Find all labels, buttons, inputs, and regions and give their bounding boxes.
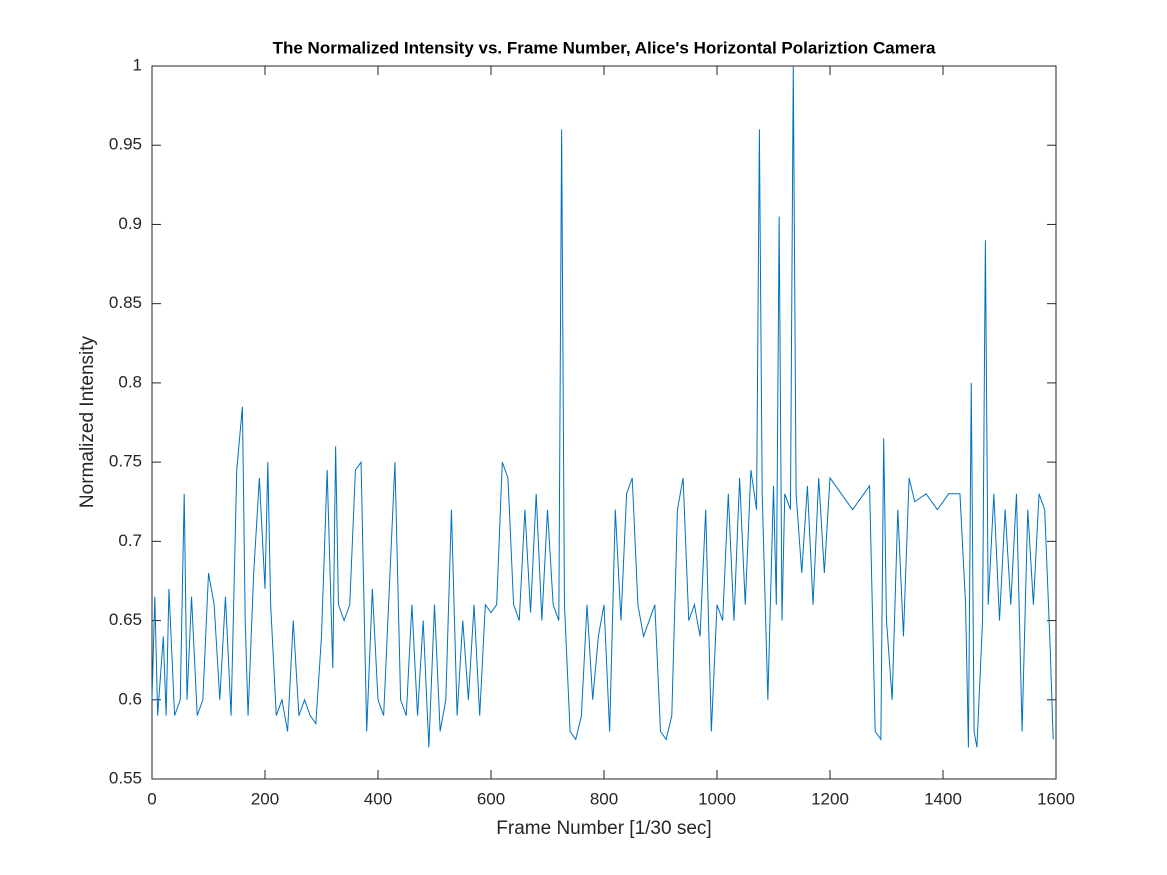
x-tick-label: 200 — [251, 789, 279, 808]
y-tick-label: 1 — [133, 55, 142, 74]
x-tick-label: 0 — [147, 789, 156, 808]
y-tick-label: 0.75 — [109, 452, 142, 471]
x-tick-label: 800 — [590, 789, 618, 808]
x-tick-label: 1000 — [698, 789, 736, 808]
x-tick-label: 1600 — [1037, 789, 1075, 808]
x-tick-label: 600 — [477, 789, 505, 808]
y-tick-label: 0.85 — [109, 293, 142, 312]
axes-box — [151, 65, 1057, 780]
y-tick-label: 0.8 — [118, 372, 142, 391]
x-tick-label: 1400 — [924, 789, 962, 808]
y-axis-label: Normalized Intensity — [77, 335, 98, 508]
y-tick-label: 0.55 — [109, 768, 142, 787]
x-tick-label: 1200 — [811, 789, 849, 808]
chart-title: The Normalized Intensity vs. Frame Numbe… — [273, 38, 936, 57]
y-tick-label: 0.65 — [109, 610, 142, 629]
y-tick-label: 0.9 — [118, 214, 142, 233]
data-line — [151, 65, 1054, 748]
x-axis-label: Frame Number [1/30 sec] — [496, 818, 711, 839]
x-tick-label: 400 — [364, 789, 392, 808]
y-tick-label: 0.7 — [118, 531, 142, 550]
y-tick-label: 0.95 — [109, 135, 142, 154]
y-tick-label: 0.6 — [118, 689, 142, 708]
